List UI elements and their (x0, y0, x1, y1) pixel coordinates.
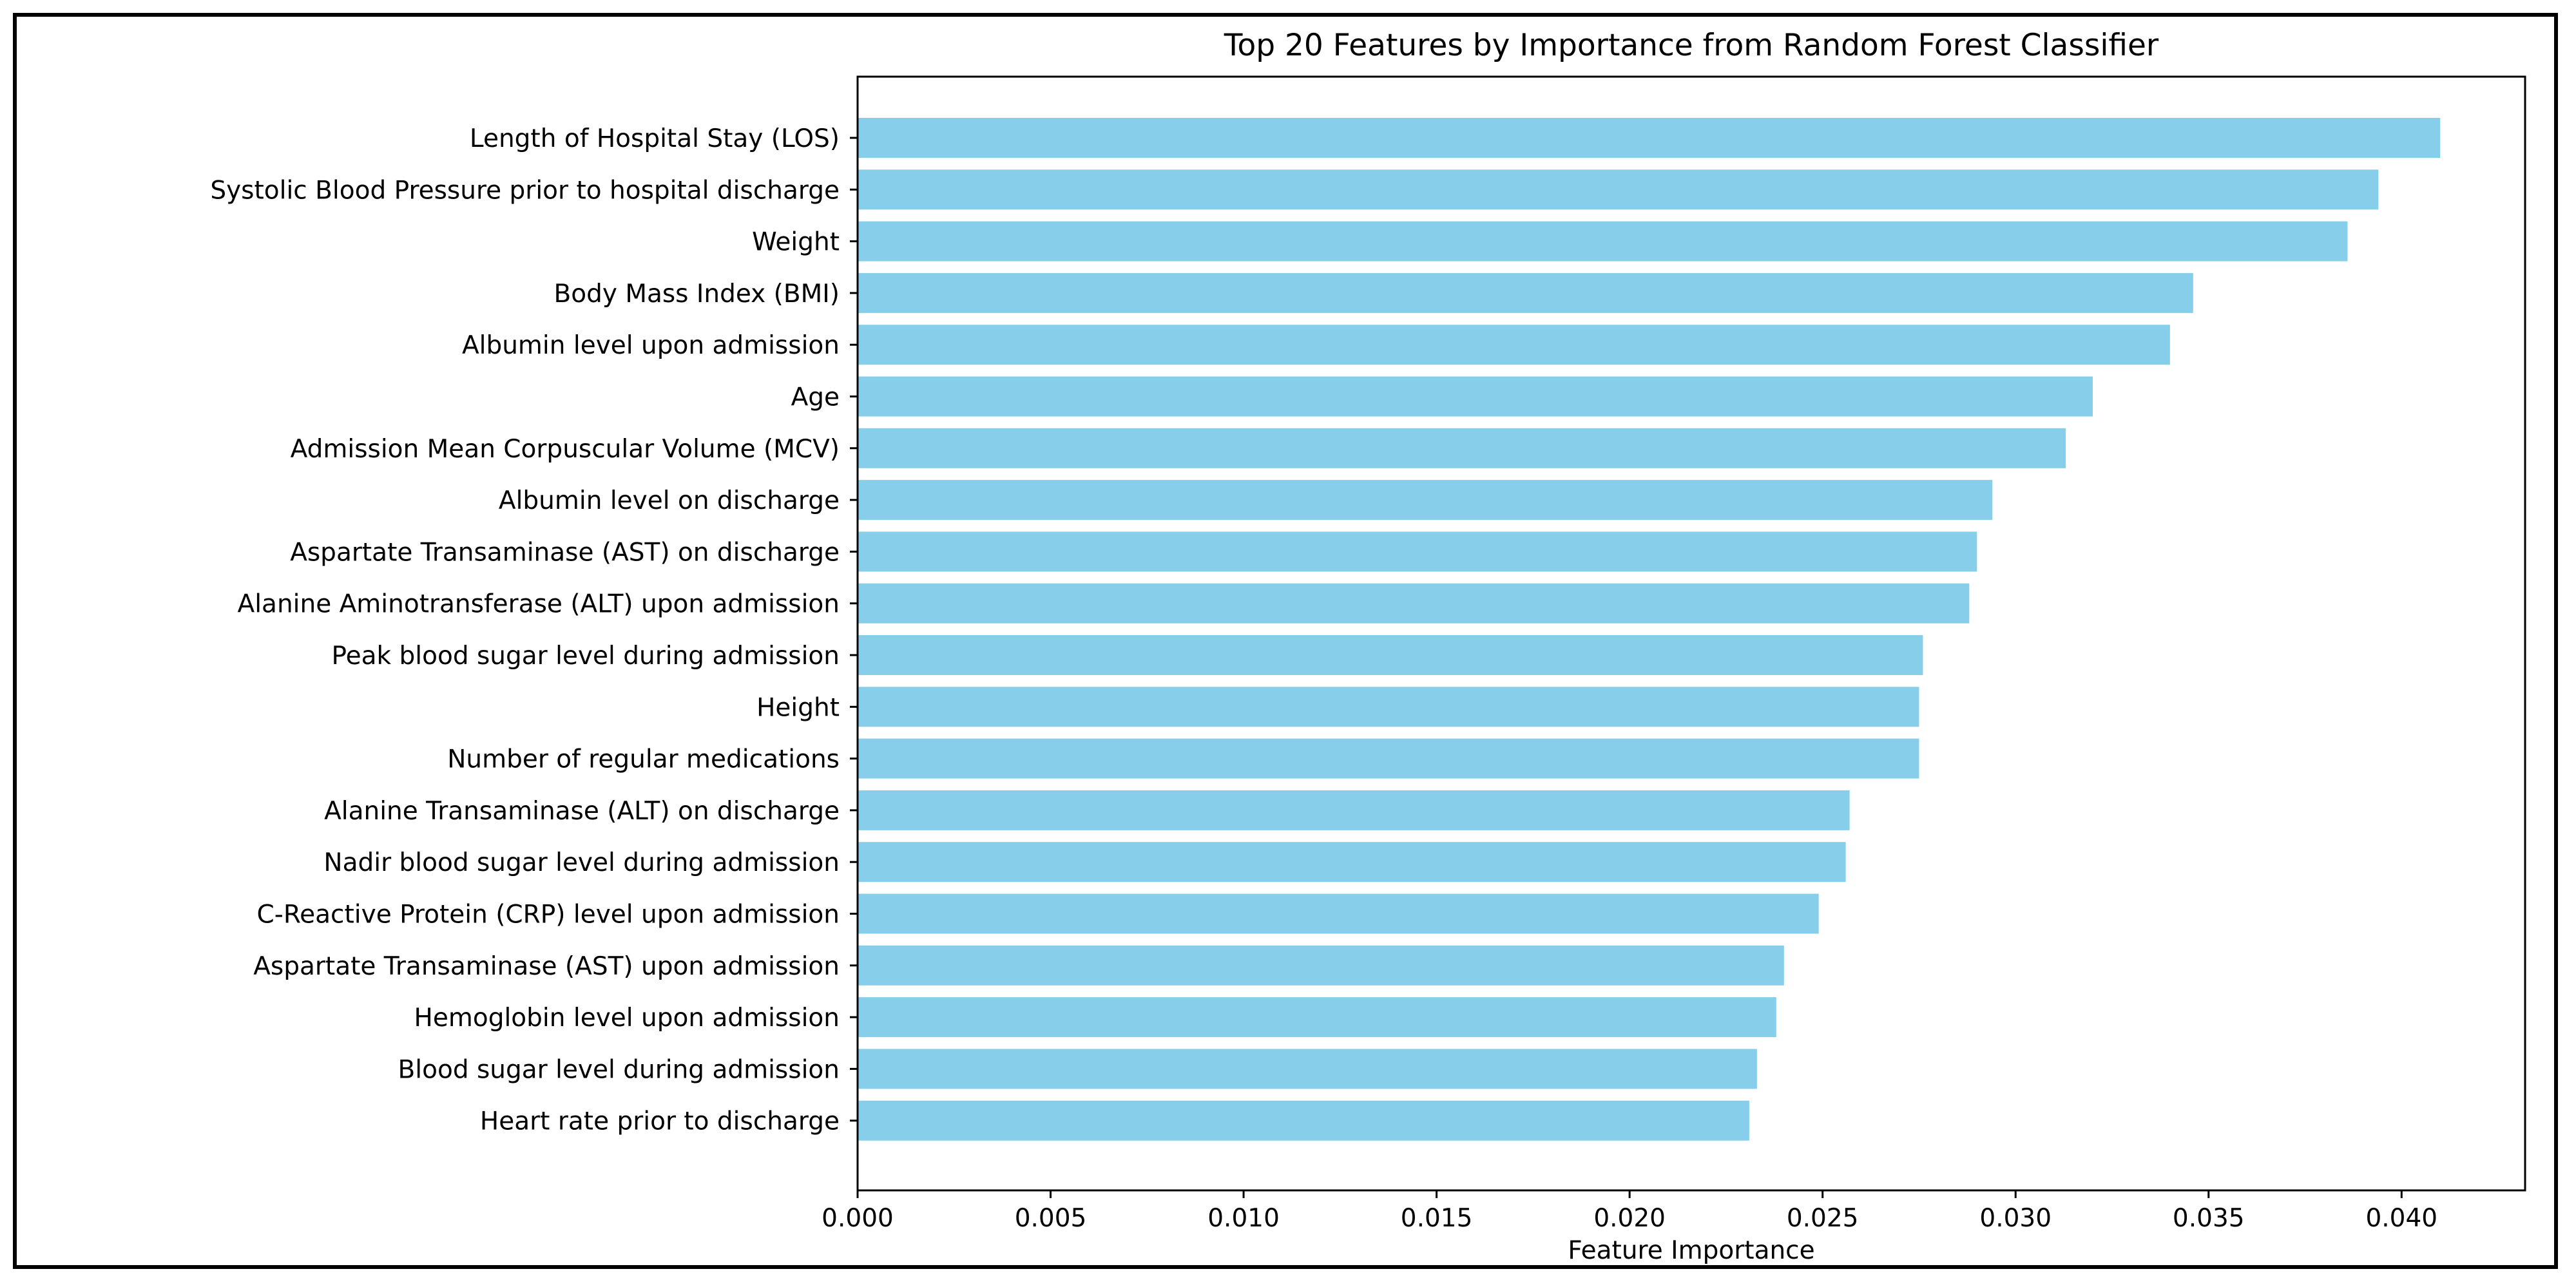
plot-area-border (856, 75, 2526, 1192)
category-label: Blood sugar level during admission (398, 1055, 840, 1084)
x-tick-label: 0.020 (1593, 1204, 1666, 1233)
category-label: Number of regular medications (447, 745, 840, 774)
bar (858, 325, 2170, 365)
x-tick-label: 0.000 (822, 1204, 894, 1233)
bar (858, 997, 1776, 1038)
x-axis-label: Feature Importance (1568, 1236, 1814, 1265)
category-label: Weight (752, 228, 840, 257)
x-tick-label: 0.005 (1015, 1204, 1087, 1233)
x-tick-label: 0.030 (1979, 1204, 2052, 1233)
chart-frame: Top 20 Features by Importance from Rando… (13, 13, 2558, 1269)
category-label: Length of Hospital Stay (LOS) (470, 124, 840, 153)
bar (858, 169, 2379, 210)
bar (858, 790, 1850, 830)
bar (858, 118, 2441, 158)
bars-group (858, 118, 2441, 1141)
bar (858, 272, 2193, 313)
category-label: Albumin level upon admission (462, 331, 840, 360)
bar (858, 583, 1970, 624)
category-label: Heart rate prior to discharge (480, 1107, 840, 1136)
bar (858, 635, 1923, 675)
category-label: Age (791, 383, 840, 412)
category-label: Peak blood sugar level during admission (332, 642, 840, 671)
category-label: Nadir blood sugar level during admission (323, 848, 840, 877)
category-labels-group: Length of Hospital Stay (LOS) Systolic Bl… (210, 124, 858, 1136)
bar (858, 842, 1846, 882)
bar (858, 531, 1977, 572)
x-tick-label: 0.040 (2365, 1204, 2437, 1233)
bar (858, 687, 1919, 727)
category-label: C-Reactive Protein (CRP) level upon admi… (257, 901, 840, 930)
category-label: Aspartate Transaminase (AST) on discharg… (290, 538, 840, 567)
category-label: Alanine Transaminase (ALT) on discharge (324, 797, 840, 826)
bar (858, 480, 1993, 520)
bar (858, 893, 1819, 934)
bar (858, 221, 2348, 262)
chart-title: Top 20 Features by Importance from Rando… (1224, 28, 2159, 63)
category-label: Admission Mean Corpuscular Volume (MCV) (291, 435, 840, 464)
category-label: Albumin level on discharge (499, 486, 840, 515)
bar (858, 945, 1784, 986)
category-label: Systolic Blood Pressure prior to hospita… (210, 176, 840, 205)
bar (858, 1100, 1749, 1141)
x-tick-label: 0.015 (1401, 1204, 1473, 1233)
x-tick-label: 0.035 (2173, 1204, 2245, 1233)
bar (858, 1049, 1757, 1089)
x-ticks-group: 0.000 0.005 0.010 0.015 0.020 0.025 0.030 0.035… (822, 1190, 2437, 1233)
bar-chart: Top 20 Features by Importance from Rando… (210, 28, 2526, 1265)
category-label: Alanine Aminotransferase (ALT) upon admi… (238, 590, 840, 619)
category-label: Aspartate Transaminase (AST) upon admiss… (253, 952, 840, 981)
bar (858, 738, 1919, 779)
bar (858, 428, 2066, 468)
bar (858, 376, 2093, 417)
x-tick-label: 0.025 (1787, 1204, 1859, 1233)
category-label: Hemoglobin level upon admission (414, 1004, 840, 1033)
x-tick-label: 0.010 (1207, 1204, 1280, 1233)
category-label: Height (756, 693, 840, 722)
category-label: Body Mass Index (BMI) (553, 280, 840, 309)
